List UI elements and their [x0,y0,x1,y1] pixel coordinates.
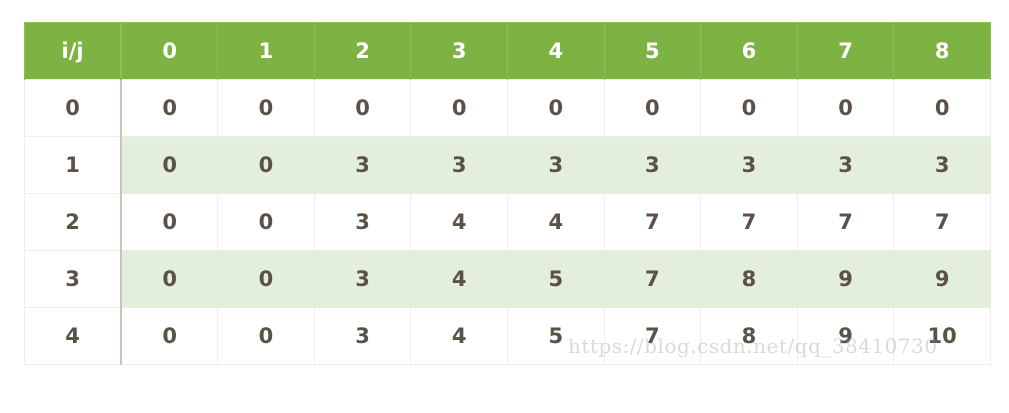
row-label: 3 [24,250,123,308]
column-header: 1 [217,22,315,80]
table-cell: 0 [506,79,605,137]
table-cell: 5 [506,250,605,308]
row-label: 1 [24,136,123,194]
table-cell: 10 [893,307,991,365]
table-cell: 0 [700,79,798,137]
row-label: 2 [24,193,123,251]
table-row: 1 0 0 3 3 3 3 3 3 3 [24,136,991,194]
table-row: 3 0 0 3 4 5 7 8 9 9 [24,250,991,308]
table-cell: 0 [217,250,315,308]
table-cell: 3 [313,250,412,308]
column-header: 5 [603,22,702,80]
table-cell: 0 [120,307,219,365]
table-cell: 3 [893,136,991,194]
table-cell: 3 [410,136,508,194]
table-cell: 0 [313,79,412,137]
table-cell: 5 [506,307,605,365]
table-cell: 7 [603,193,702,251]
table-cell: 0 [120,79,219,137]
table-cell: 7 [700,193,798,251]
table-cell: 8 [700,307,798,365]
table-cell: 0 [410,79,508,137]
table-cell: 8 [700,250,798,308]
table-row: 0 0 0 0 0 0 0 0 0 0 [24,79,991,137]
table-cell: 0 [796,79,895,137]
column-header: 2 [313,22,412,80]
table-cell: 4 [410,250,508,308]
dp-table: i/j 0 1 2 3 4 5 6 7 8 0 0 0 0 0 0 0 0 [24,22,991,365]
header-row: i/j 0 1 2 3 4 5 6 7 8 [24,22,991,80]
row-label: 4 [24,307,123,365]
column-header: 7 [796,22,895,80]
table-row: 2 0 0 3 4 4 7 7 7 7 [24,193,991,251]
table-cell: 4 [410,193,508,251]
table-cell: 3 [313,193,412,251]
table-cell: 0 [120,193,219,251]
table-cell: 0 [217,136,315,194]
table-cell: 0 [217,307,315,365]
table-cell: 7 [893,193,991,251]
table-cell: 9 [796,250,895,308]
table-cell: 3 [313,307,412,365]
table-cell: 4 [506,193,605,251]
table-cell: 7 [603,307,702,365]
column-header: 4 [506,22,605,80]
table-cell: 3 [313,136,412,194]
column-header: 6 [700,22,798,80]
corner-header: i/j [24,22,123,80]
table-cell: 9 [796,307,895,365]
table-cell: 0 [217,193,315,251]
column-header: 8 [893,22,991,80]
table-cell: 3 [796,136,895,194]
table-cell: 3 [603,136,702,194]
table-row: 4 0 0 3 4 5 7 8 9 10 [24,307,991,365]
row-label: 0 [24,79,123,137]
table-cell: 0 [893,79,991,137]
table-cell: 0 [120,136,219,194]
table-cell: 4 [410,307,508,365]
table-cell: 7 [603,250,702,308]
table-cell: 0 [603,79,702,137]
table-cell: 3 [700,136,798,194]
table-cell: 0 [217,79,315,137]
table-cell: 0 [120,250,219,308]
table-cell: 3 [506,136,605,194]
table-cell: 7 [796,193,895,251]
column-header: 3 [410,22,508,80]
table-cell: 9 [893,250,991,308]
column-header: 0 [120,22,219,80]
